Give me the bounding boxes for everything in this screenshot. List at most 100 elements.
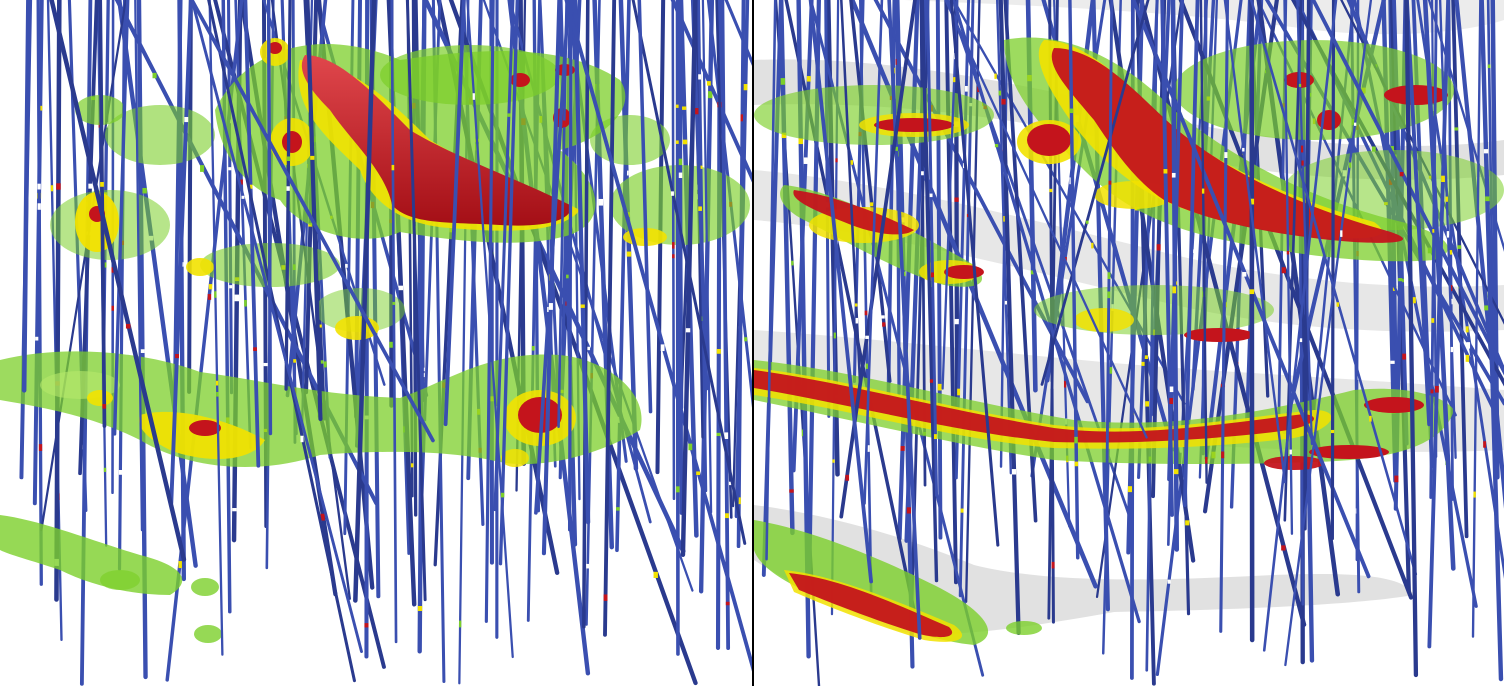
drillhole-assay-tick — [744, 337, 748, 342]
drillhole-assay-tick — [921, 171, 924, 176]
drillhole-assay-tick — [389, 341, 394, 348]
drillhole-assay-tick — [1004, 300, 1008, 305]
drillhole — [1167, 0, 1185, 482]
drillhole — [999, 0, 1009, 468]
drillhole-assay-tick — [994, 73, 997, 79]
drillhole — [169, 0, 193, 506]
drillhole-assay-tick — [798, 138, 803, 145]
drillhole-assay-tick — [38, 444, 43, 451]
drillhole-assay-tick — [1171, 172, 1177, 178]
drillhole-assay-tick — [1348, 162, 1352, 168]
drillhole — [117, 0, 198, 568]
drillhole-assay-tick — [1107, 272, 1111, 279]
drillhole-assay-tick — [1465, 326, 1469, 333]
drillhole-assay-tick — [960, 508, 964, 513]
medium-grade-shell — [1074, 308, 1134, 332]
drillhole-assay-tick — [507, 113, 511, 117]
drillhole — [926, 0, 939, 497]
drillhole-assay-tick — [1242, 147, 1245, 152]
high-grade-shell — [1051, 48, 1404, 243]
high-grade-shell — [944, 265, 984, 279]
drillhole-assay-tick — [801, 429, 805, 437]
drillhole-assay-tick — [248, 184, 253, 189]
drillhole-assay-tick — [708, 91, 713, 99]
drillhole-assay-tick — [1466, 342, 1471, 349]
drillhole-assay-tick — [676, 486, 680, 493]
drillhole-assay-tick — [930, 272, 934, 278]
drillhole-assay-tick — [1169, 397, 1174, 405]
drillhole-assay-tick — [391, 164, 395, 171]
drillhole — [720, 0, 731, 651]
drillhole-assay-tick — [1299, 338, 1303, 343]
low-grade-shell — [100, 570, 140, 590]
drillhole — [49, 0, 187, 562]
drillhole-assay-tick — [1127, 486, 1133, 493]
drillhole-assay-tick — [675, 140, 680, 144]
drillhole-assay-tick — [548, 303, 553, 310]
drillhole-assay-tick — [850, 160, 854, 165]
drillhole — [998, 0, 1021, 636]
drillhole-assay-tick — [688, 443, 693, 451]
drillhole-assay-tick — [1330, 429, 1335, 434]
drillhole-assay-tick — [1445, 196, 1448, 202]
drillhole-assay-tick — [998, 90, 1002, 96]
drillhole-assay-tick — [1074, 436, 1078, 444]
drillhole-assay-tick — [743, 84, 748, 91]
drillhole-assay-tick — [35, 336, 40, 341]
drillhole-assay-tick — [178, 561, 182, 569]
drillhole-assay-tick — [1249, 198, 1255, 205]
drillhole-assay-tick — [1001, 98, 1006, 105]
drillhole-assay-tick — [1449, 250, 1453, 255]
drillhole-assay-tick — [906, 507, 911, 514]
drillhole-assay-tick — [929, 379, 934, 383]
drillhole — [1296, 0, 1313, 446]
drillhole-assay-tick — [1487, 64, 1491, 69]
drillhole — [390, 0, 398, 644]
drillhole-assay-tick — [685, 328, 691, 333]
drillhole-assay-tick — [1281, 267, 1286, 274]
drillhole-assay-tick — [1336, 302, 1340, 307]
drillhole-assay-tick — [789, 489, 794, 493]
high-grade-shell — [1184, 328, 1254, 342]
drillhole-assay-tick — [724, 432, 729, 439]
drillhole-assay-tick — [50, 185, 54, 192]
drillhole — [1249, 0, 1255, 643]
drillhole-assay-tick — [392, 301, 396, 305]
drillhole-assay-tick — [300, 435, 304, 443]
drillhole-assay-tick — [103, 467, 107, 472]
drillhole-assay-tick — [1483, 441, 1487, 448]
drillhole — [189, 0, 435, 443]
drillhole-assay-tick — [781, 132, 787, 139]
drillhole — [765, 0, 777, 561]
drillhole — [208, 0, 224, 656]
drillhole-assay-tick — [1141, 361, 1145, 366]
drillhole-assay-tick — [1390, 146, 1395, 152]
drillhole-assay-tick — [286, 186, 290, 191]
drillhole-assay-tick — [1353, 122, 1357, 126]
drillhole — [1422, 0, 1456, 571]
drillhole — [187, 0, 193, 394]
drillhole-assay-tick — [37, 183, 41, 190]
drillhole-assay-tick — [1398, 278, 1403, 282]
low-grade-shell — [1006, 621, 1042, 635]
drillhole-assay-tick — [1430, 389, 1434, 394]
drillhole — [863, 0, 884, 505]
drillhole — [1131, 0, 1371, 579]
drillhole-assay-tick — [929, 282, 933, 288]
drillhole-assay-tick — [215, 380, 219, 386]
drillhole — [920, 0, 939, 583]
drillhole-assay-tick — [207, 294, 212, 300]
drillhole-assay-tick — [894, 146, 898, 151]
drillhole-assay-tick — [1432, 229, 1436, 233]
drillhole-assay-tick — [1107, 291, 1111, 299]
drillhole-assay-tick — [670, 191, 674, 196]
drillhole-assay-tick — [900, 446, 905, 451]
drillhole — [1137, 0, 1159, 479]
drillhole-assay-tick — [881, 315, 885, 319]
drillhole-assay-tick — [603, 594, 608, 601]
drillhole-assay-tick — [1163, 169, 1168, 174]
drillhole-assay-tick — [882, 322, 886, 327]
drillhole-assay-tick — [142, 187, 147, 194]
drillhole-assay-tick — [1169, 386, 1174, 393]
drillhole-assay-tick — [398, 285, 404, 291]
